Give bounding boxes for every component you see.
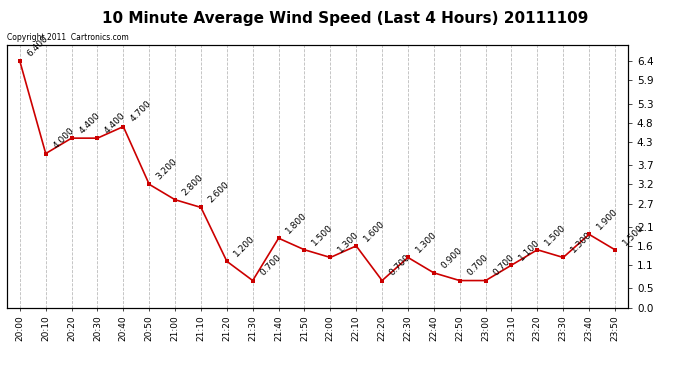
Text: 0.700: 0.700 <box>465 253 490 278</box>
Text: 1.500: 1.500 <box>620 222 645 247</box>
Text: 1.200: 1.200 <box>233 234 257 258</box>
Text: 0.900: 0.900 <box>440 245 464 270</box>
Text: 1.900: 1.900 <box>595 207 620 232</box>
Text: 4.400: 4.400 <box>77 111 101 135</box>
Text: 1.300: 1.300 <box>336 230 361 255</box>
Text: 2.800: 2.800 <box>181 172 205 197</box>
Text: 6.400: 6.400 <box>26 34 50 58</box>
Text: 1.100: 1.100 <box>517 238 542 262</box>
Text: 1.300: 1.300 <box>413 230 438 255</box>
Text: 1.300: 1.300 <box>569 230 593 255</box>
Text: 4.700: 4.700 <box>129 99 153 124</box>
Text: 0.700: 0.700 <box>491 253 516 278</box>
Text: 4.000: 4.000 <box>51 126 76 151</box>
Text: 0.700: 0.700 <box>388 253 413 278</box>
Text: 2.600: 2.600 <box>206 180 231 205</box>
Text: 1.500: 1.500 <box>310 222 335 247</box>
Text: 1.500: 1.500 <box>543 222 568 247</box>
Text: 3.200: 3.200 <box>155 157 179 182</box>
Text: Copyright 2011  Cartronics.com: Copyright 2011 Cartronics.com <box>7 33 128 42</box>
Text: 10 Minute Average Wind Speed (Last 4 Hours) 20111109: 10 Minute Average Wind Speed (Last 4 Hou… <box>102 11 588 26</box>
Text: 1.600: 1.600 <box>362 219 386 243</box>
Text: 4.400: 4.400 <box>103 111 128 135</box>
Text: 0.700: 0.700 <box>258 253 283 278</box>
Text: 1.800: 1.800 <box>284 211 309 236</box>
